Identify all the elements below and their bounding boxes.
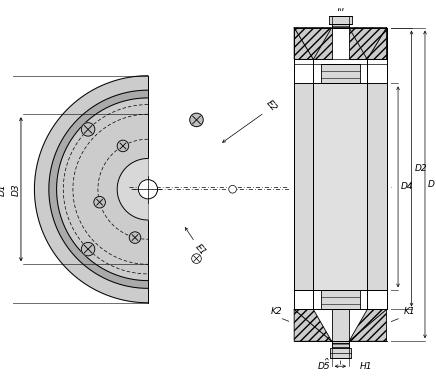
Text: D5: D5: [318, 362, 330, 371]
Circle shape: [190, 113, 203, 127]
Bar: [294, 84, 313, 290]
Bar: [321, 64, 360, 84]
Polygon shape: [294, 28, 332, 59]
Bar: [332, 16, 349, 28]
Circle shape: [82, 242, 95, 256]
Bar: [321, 290, 360, 310]
Polygon shape: [34, 76, 148, 303]
Circle shape: [138, 180, 157, 199]
Polygon shape: [349, 28, 386, 59]
Polygon shape: [49, 90, 148, 288]
Polygon shape: [294, 310, 332, 341]
Text: D1: D1: [0, 183, 7, 195]
Polygon shape: [349, 310, 386, 341]
Circle shape: [229, 185, 236, 193]
Circle shape: [117, 140, 129, 152]
Bar: [313, 84, 367, 290]
Bar: [290, 11, 392, 358]
Text: E2: E2: [264, 99, 278, 113]
Text: E1: E1: [194, 242, 208, 257]
Text: K1: K1: [404, 307, 416, 316]
Text: K2: K2: [271, 307, 283, 316]
Bar: [329, 16, 352, 24]
Text: D3: D3: [12, 183, 20, 195]
Circle shape: [82, 123, 95, 136]
Text: H: H: [337, 8, 344, 17]
Text: D4: D4: [401, 182, 414, 191]
Bar: [332, 310, 349, 341]
Polygon shape: [349, 28, 386, 59]
Circle shape: [94, 197, 106, 208]
Bar: [367, 84, 386, 290]
Circle shape: [192, 254, 201, 263]
Text: H1: H1: [360, 362, 372, 371]
Text: D2: D2: [414, 164, 427, 173]
Circle shape: [129, 232, 141, 243]
Text: D: D: [428, 180, 435, 189]
Bar: [332, 341, 349, 353]
Bar: [330, 348, 351, 358]
Polygon shape: [117, 158, 148, 220]
Polygon shape: [294, 28, 332, 59]
